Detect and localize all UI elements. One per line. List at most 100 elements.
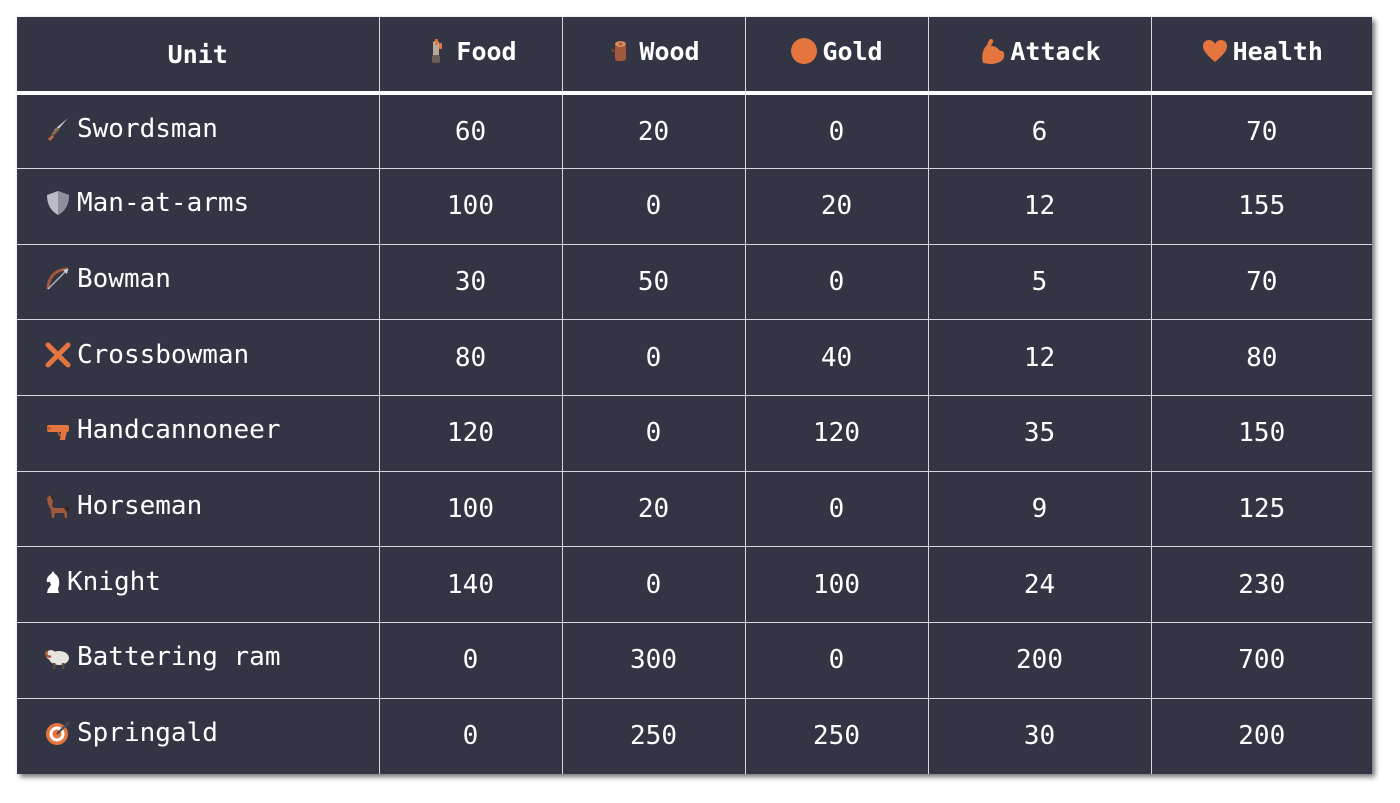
- unit-cell: Crossbowman: [17, 319, 380, 397]
- gold-column-header: Gold: [744, 17, 929, 95]
- unit-cell: Handcannoneer: [17, 395, 380, 472]
- attack-cell: 12: [927, 319, 1152, 397]
- shield-icon: [44, 189, 72, 217]
- attack-cell: 6: [927, 92, 1152, 170]
- attack-cell: 9: [927, 470, 1152, 548]
- health-cell: 125: [1150, 470, 1372, 548]
- orange-circle-icon: [790, 37, 818, 65]
- gold-cell: 120: [744, 395, 929, 472]
- unit-cell: Man-at-arms: [17, 168, 380, 245]
- food-cell: 60: [378, 92, 563, 170]
- attack-cell: 24: [927, 546, 1152, 624]
- wood-column-header: Wood: [561, 17, 746, 95]
- direct-hit-icon: [44, 719, 72, 747]
- attack-cell: 200: [927, 622, 1152, 699]
- wood-cell: 20: [561, 92, 746, 170]
- unit-name: Crossbowman: [77, 339, 250, 370]
- table-row: Man-at-arms 100 0 20 12 155: [17, 168, 1372, 245]
- gold-cell: 100: [744, 546, 929, 624]
- gold-cell: 40: [744, 319, 929, 397]
- attack-cell: 12: [927, 168, 1152, 245]
- unit-name: Bowman: [77, 264, 171, 295]
- attack-cell: 30: [927, 697, 1152, 774]
- unit-cell: Swordsman: [17, 92, 380, 170]
- table-row: Handcannoneer 120 0 120 35 150: [17, 395, 1372, 472]
- table-row: Springald 0 250 250 30 200: [17, 697, 1372, 774]
- bow-and-arrow-icon: [44, 265, 72, 293]
- health-cell: 155: [1150, 168, 1372, 245]
- health-cell: 70: [1150, 92, 1372, 170]
- chess-knight-icon: [44, 568, 62, 596]
- health-cell: 700: [1150, 622, 1372, 699]
- wood-cell: 0: [561, 319, 746, 397]
- unit-name: Knight: [67, 566, 161, 597]
- table-row: Swordsman 60 20 0 6 70: [17, 92, 1372, 170]
- wood-cell: 0: [561, 395, 746, 472]
- table-row: Crossbowman 80 0 40 12 80: [17, 319, 1372, 397]
- table-row: Battering ram 0 300 0 200 700: [17, 622, 1372, 699]
- food-column-header: Food: [378, 17, 563, 95]
- wood-cell: 50: [561, 243, 746, 321]
- unit-stats-table: Unit Food: [17, 17, 1372, 774]
- health-cell: 150: [1150, 395, 1372, 472]
- food-cell: 80: [378, 319, 563, 397]
- gold-cell: 0: [744, 92, 929, 170]
- wood-cell: 0: [561, 168, 746, 245]
- heart-icon: [1201, 37, 1229, 65]
- food-cell: 0: [378, 697, 563, 774]
- unit-name: Horseman: [77, 491, 203, 522]
- health-cell: 80: [1150, 319, 1372, 397]
- table-row: Horseman 100 20 0 9 125: [17, 470, 1372, 548]
- unit-column-header: Unit: [17, 17, 380, 95]
- unit-cell: Battering ram: [17, 622, 380, 699]
- food-cell: 100: [378, 470, 563, 548]
- wood-log-icon: [607, 37, 635, 65]
- health-cell: 230: [1150, 546, 1372, 624]
- gold-cell: 20: [744, 168, 929, 245]
- unit-name: Handcannoneer: [77, 415, 281, 446]
- gold-cell: 0: [744, 470, 929, 548]
- food-cell: 120: [378, 395, 563, 472]
- wood-cell: 20: [561, 470, 746, 548]
- cross-mark-icon: [44, 341, 72, 369]
- food-cell: 140: [378, 546, 563, 624]
- horse-icon: [44, 492, 72, 520]
- food-cell: 0: [378, 622, 563, 699]
- unit-cell: Bowman: [17, 243, 380, 321]
- unit-name: Battering ram: [77, 642, 281, 673]
- unit-name: Springald: [77, 718, 218, 749]
- unit-stats-table-frame: Unit Food: [17, 17, 1372, 774]
- food-cell: 30: [378, 243, 563, 321]
- unit-header-label: Unit: [167, 39, 228, 69]
- ram-icon: [44, 643, 72, 671]
- food-header-label: Food: [456, 36, 517, 66]
- gold-cell: 0: [744, 243, 929, 321]
- attack-header-label: Attack: [1010, 36, 1101, 66]
- wood-cell: 300: [561, 622, 746, 699]
- health-cell: 200: [1150, 697, 1372, 774]
- health-cell: 70: [1150, 243, 1372, 321]
- unit-name: Swordsman: [77, 113, 218, 144]
- health-header-label: Health: [1232, 36, 1323, 66]
- food-cell: 100: [378, 168, 563, 245]
- unit-cell: Horseman: [17, 470, 380, 548]
- dagger-icon: [44, 115, 72, 143]
- table-row: Bowman 30 50 0 5 70: [17, 243, 1372, 321]
- unit-cell: Springald: [17, 697, 380, 774]
- gold-cell: 250: [744, 697, 929, 774]
- unit-cell: Knight: [17, 546, 380, 624]
- table-row: Knight 140 0 100 24 230: [17, 546, 1372, 624]
- wood-cell: 0: [561, 546, 746, 624]
- attack-column-header: Attack: [927, 17, 1152, 95]
- gold-header-label: Gold: [822, 36, 883, 66]
- attack-cell: 35: [927, 395, 1152, 472]
- unit-name: Man-at-arms: [77, 188, 250, 219]
- wood-cell: 250: [561, 697, 746, 774]
- header-row: Unit Food: [17, 17, 1372, 95]
- flexed-biceps-icon: [978, 37, 1006, 65]
- health-column-header: Health: [1150, 17, 1372, 95]
- wood-header-label: Wood: [639, 36, 700, 66]
- attack-cell: 5: [927, 243, 1152, 321]
- meat-on-bone-icon: [424, 37, 452, 65]
- pistol-icon: [44, 416, 72, 444]
